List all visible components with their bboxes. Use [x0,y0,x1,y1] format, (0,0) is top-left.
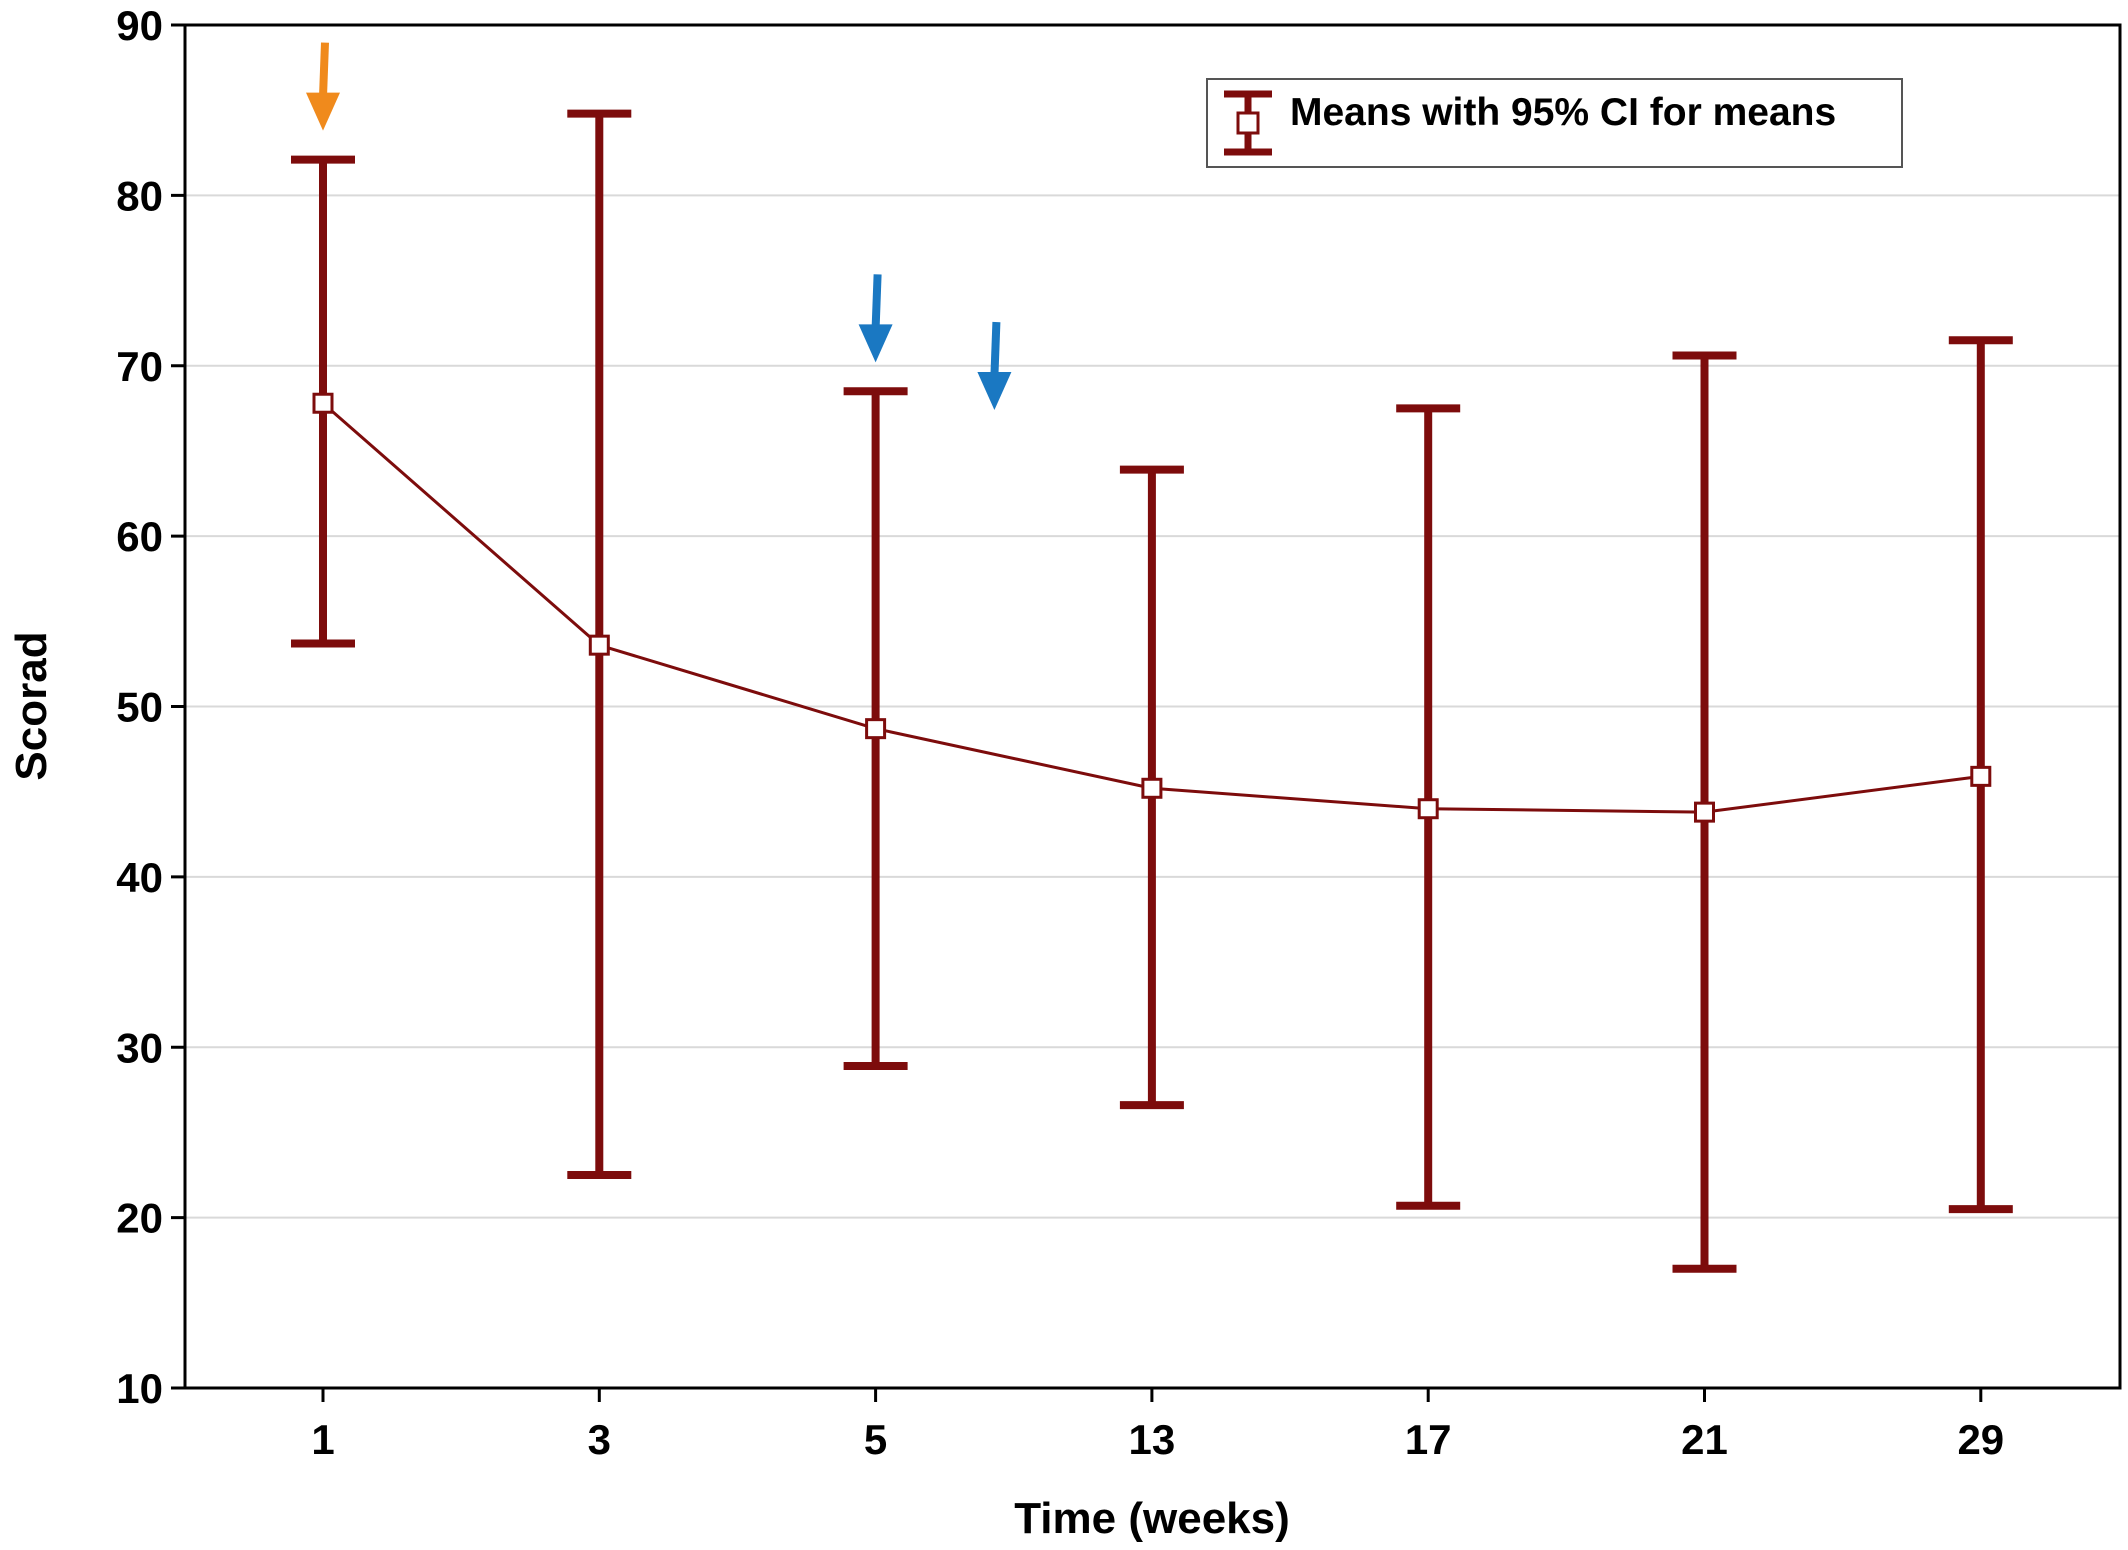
annotation-arrow-shaft [319,42,329,97]
x-tick-label: 17 [1405,1416,1452,1463]
mean-point [1141,777,1163,799]
x-axis-title: Time (weeks) [1014,1494,1290,1543]
y-tick-label: 70 [116,343,163,390]
x-tick-label: 21 [1681,1416,1728,1463]
annotation-arrow-head [858,324,893,363]
legend-box [1206,78,1903,168]
y-tick-label: 90 [116,2,163,49]
annotation-arrow-head [977,372,1012,411]
mean-point [1970,765,1992,787]
x-axis: 1 3 5 13 17 21 29 [311,1388,2004,1463]
mean-point [588,634,610,656]
y-axis: 10 20 30 40 50 60 70 80 90 [116,2,185,1412]
annotation-arrow-shaft [871,274,882,329]
annotation-arrow-shaft [990,321,1001,377]
legend-marker [1236,111,1260,135]
mean-point [1417,798,1439,820]
mean-point [1694,801,1715,823]
y-tick-label: 60 [116,513,163,560]
legend-errorbar-symbol [1224,90,1272,156]
series-means [291,109,2013,1273]
annotation-arrow-head [306,92,340,131]
legend: Means with 95% CI for means [1206,78,1903,168]
x-tick-label: 1 [311,1416,334,1463]
annotation-arrows [306,42,1012,411]
legend-label: Means with 95% CI for means [1290,91,1836,134]
x-tick-label: 29 [1957,1416,2004,1463]
y-tick-label: 80 [116,172,163,219]
mean-point [312,392,334,414]
y-tick-label: 20 [116,1195,163,1242]
y-axis-title: Scorad [7,631,56,780]
x-tick-label: 3 [588,1416,611,1463]
y-tick-label: 10 [116,1365,163,1412]
x-tick-label: 13 [1129,1416,1176,1463]
x-tick-label: 5 [864,1416,887,1463]
mean-point [865,718,887,740]
y-tick-label: 50 [116,684,163,731]
y-tick-label: 40 [116,854,163,901]
y-tick-label: 30 [116,1024,163,1071]
